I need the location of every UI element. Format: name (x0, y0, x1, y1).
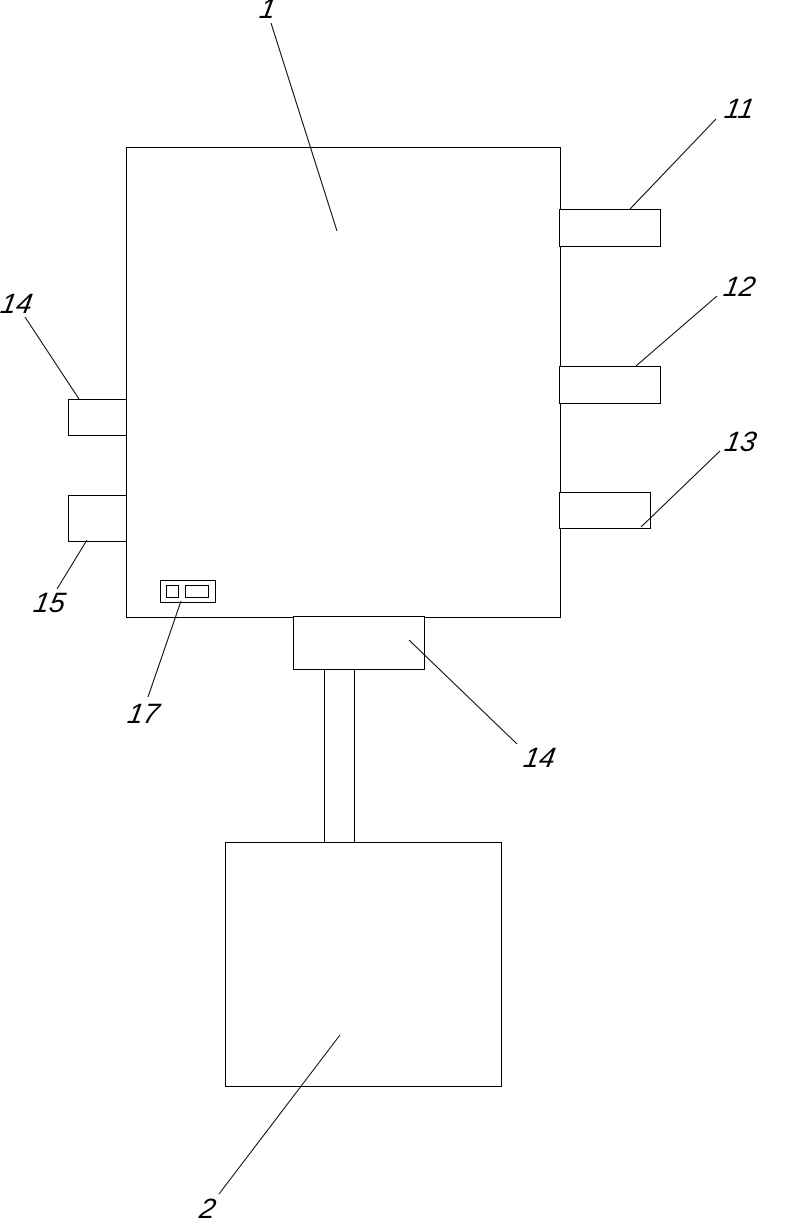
label-15: 15 (34, 587, 65, 619)
label-17: 17 (128, 698, 159, 730)
label-11: 11 (725, 93, 754, 125)
label-14-center: 14 (524, 742, 555, 774)
leader-lines (0, 0, 811, 1232)
label-13: 13 (725, 426, 756, 458)
label-2: 2 (200, 1193, 216, 1225)
label-1: 1 (260, 0, 276, 25)
label-14-left: 14 (1, 288, 32, 320)
diagram-canvas: 1 11 12 13 14 15 17 14 2 (0, 0, 811, 1232)
label-12: 12 (724, 271, 755, 303)
